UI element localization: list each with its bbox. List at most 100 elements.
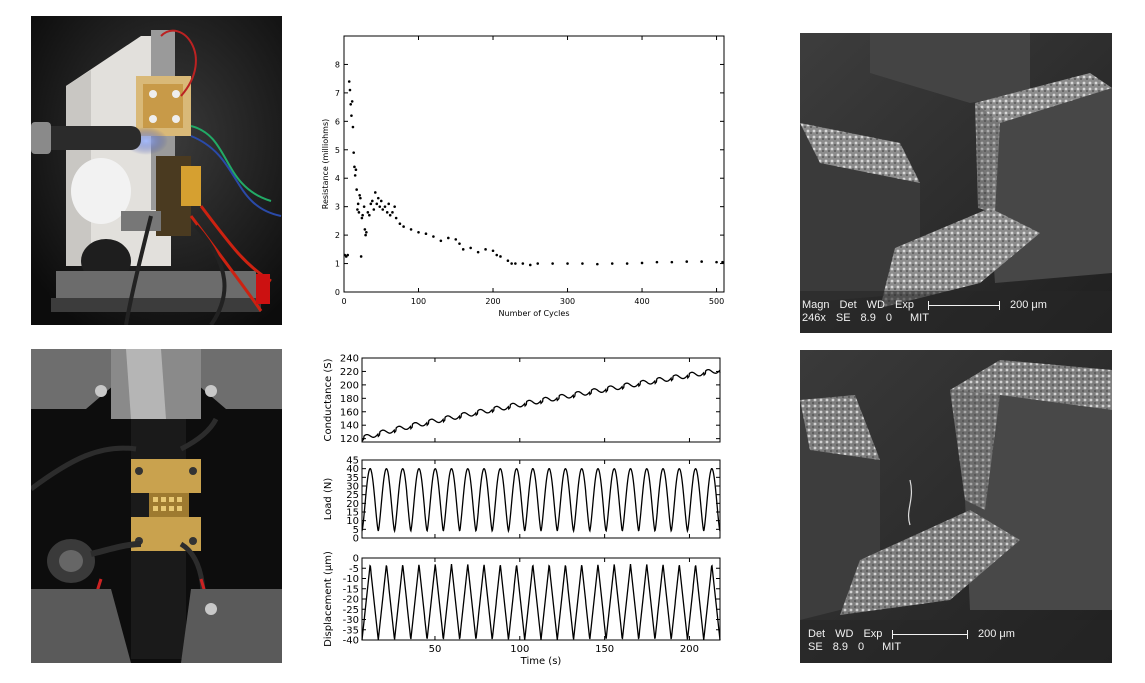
sem-label-exp: Exp	[894, 299, 914, 311]
data-point	[432, 235, 435, 238]
data-point	[424, 232, 428, 235]
y-tick-label: 5	[335, 146, 340, 155]
sem-label-wd: WD	[866, 299, 885, 311]
data-point	[499, 255, 502, 258]
data-point	[376, 196, 380, 200]
resistance-chart: 0 100 200 300 400 500 0 1 2 3 4 5 6 7 8 Number of Cycle…	[318, 30, 730, 325]
y-tick-label: 240	[340, 354, 359, 365]
data-point	[528, 263, 532, 267]
y-tick-label: -40	[343, 636, 359, 647]
y-tick-label: 200	[340, 380, 359, 391]
y-axis-label: Conductance (S)	[323, 358, 334, 441]
data-point	[356, 202, 360, 206]
x-tick-label: 200	[485, 297, 500, 306]
y-tick-label: -5	[349, 564, 359, 575]
data-point	[551, 262, 554, 265]
fixture-photo-top	[31, 16, 282, 325]
fixture-photo-bottom	[31, 349, 282, 663]
data-point	[388, 213, 392, 217]
y-tick-label: -25	[343, 605, 359, 616]
data-point	[670, 260, 674, 264]
data-point	[349, 102, 353, 106]
data-point	[417, 230, 420, 234]
data-point	[360, 216, 364, 220]
x-tick-label: 500	[709, 297, 724, 306]
y-tick-label: 140	[340, 421, 359, 432]
y-tick-label: 45	[346, 456, 359, 467]
data-point	[361, 213, 364, 217]
fixture-illustration-top	[31, 16, 282, 325]
data-point	[381, 208, 385, 211]
data-point	[409, 228, 413, 231]
y-tick-label: -10	[343, 574, 359, 585]
data-point	[447, 236, 450, 240]
data-point	[596, 262, 599, 266]
data-point	[484, 248, 487, 251]
y-tick-label: 0	[353, 554, 359, 565]
plot-frame	[361, 357, 721, 443]
series-line	[361, 467, 721, 534]
sem-label-det: Det	[808, 628, 826, 640]
y-tick-label: 220	[340, 367, 359, 378]
data-point	[685, 260, 689, 263]
data-point	[476, 250, 480, 254]
data-point	[715, 260, 718, 264]
sem-label-det: Det	[839, 299, 857, 311]
data-point	[353, 174, 357, 177]
y-tick-label: 2	[335, 231, 340, 240]
sem-label-exp: Exp	[863, 628, 883, 640]
data-point	[369, 202, 373, 206]
sem-label-wd: WD	[835, 628, 854, 640]
sem-illustration-top	[800, 33, 1112, 333]
data-point	[398, 222, 402, 226]
data-point	[385, 211, 389, 214]
sem-illustration-bottom	[800, 350, 1112, 663]
data-point	[521, 262, 525, 265]
data-point	[393, 205, 396, 208]
data-point	[362, 205, 366, 208]
sem-label-magn: Magn	[802, 299, 830, 311]
sem-institution: MIT	[909, 312, 929, 324]
x-tick-label: 150	[595, 644, 614, 655]
data-point	[347, 80, 351, 83]
data-point	[375, 202, 379, 206]
y-axis-label: Load (N)	[323, 478, 334, 521]
sem-image-top: Magn Det WD Exp 246x SE 8.9 0 MIT 200 μm	[800, 33, 1112, 333]
data-point	[357, 211, 361, 214]
y-tick-label: 10	[346, 516, 359, 527]
data-point	[461, 248, 465, 251]
y-tick-label: 3	[335, 203, 340, 212]
data-point	[581, 262, 584, 265]
data-point	[495, 253, 499, 257]
data-point	[359, 196, 362, 200]
y-tick-label: 5	[353, 525, 359, 536]
data-point	[655, 260, 659, 264]
sem-scale-bar	[892, 630, 968, 639]
x-tick-label: 50	[429, 644, 442, 655]
data-point	[364, 233, 367, 237]
x-tick-label: 0	[341, 297, 346, 306]
data-point	[372, 208, 376, 211]
y-tick-label: 8	[335, 60, 340, 69]
data-point	[355, 188, 358, 191]
y-tick-label: 6	[335, 117, 340, 126]
data-point	[387, 202, 391, 206]
data-point	[365, 230, 368, 234]
data-point	[491, 249, 495, 253]
series-line	[361, 368, 721, 442]
y-tick-label: -30	[343, 615, 359, 626]
y-tick-label: 7	[335, 89, 340, 98]
data-point	[350, 100, 354, 103]
data-point	[514, 262, 517, 265]
y-tick-label: 25	[346, 490, 359, 501]
data-point	[371, 199, 374, 203]
data-point	[366, 211, 370, 214]
sem-image-bottom: Det WD Exp SE 8.9 0 MIT 200 μm	[800, 350, 1112, 663]
y-tick-label: 40	[346, 464, 359, 475]
data-point	[378, 205, 382, 208]
x-tick-label: 400	[634, 297, 649, 306]
y-tick-label: 4	[335, 174, 340, 183]
data-point	[350, 114, 353, 117]
data-point	[640, 261, 644, 265]
